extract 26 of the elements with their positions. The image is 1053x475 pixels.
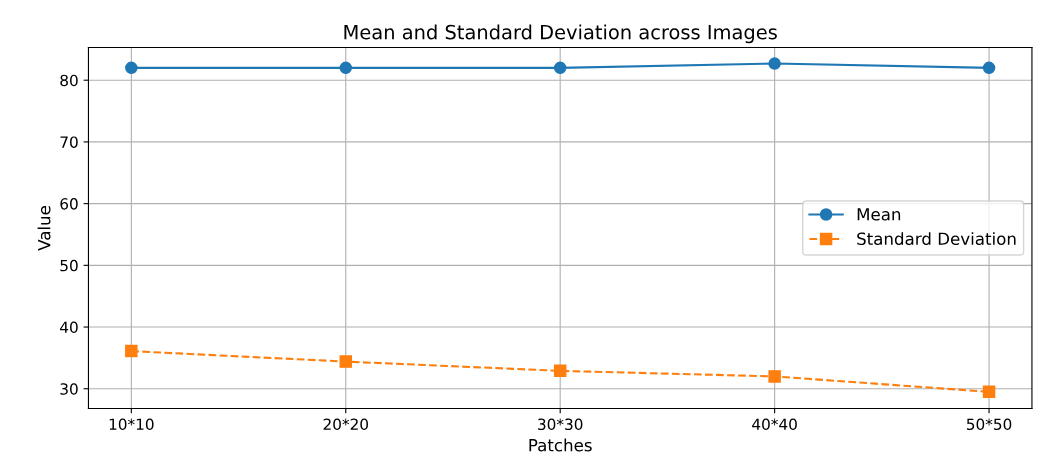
legend-label: Standard Deviation xyxy=(857,232,1016,246)
y-tick-label: 40 xyxy=(60,321,78,334)
point xyxy=(125,61,138,75)
point xyxy=(553,364,567,378)
point xyxy=(982,385,996,399)
point xyxy=(768,57,781,70)
y-tick-label: 70 xyxy=(60,136,78,148)
y-axis-title: Value xyxy=(37,206,51,251)
y-tick-label: 60 xyxy=(60,198,78,210)
y-tick-label: 30 xyxy=(60,383,78,395)
chart-title: Mean and Standard Deviation across Images xyxy=(344,24,777,44)
point xyxy=(982,61,996,75)
x-tick-label: 10*10 xyxy=(109,418,154,431)
x-tick-label: 50*50 xyxy=(966,418,1012,431)
x-axis-title: Patches xyxy=(529,438,592,452)
x-tick-label: 20*20 xyxy=(323,418,369,431)
x-tick-label: 30*30 xyxy=(538,418,583,431)
legend-label: Mean xyxy=(857,208,901,221)
point xyxy=(553,61,567,75)
y-tick-label: 50 xyxy=(60,259,78,272)
y-tick-label: 80 xyxy=(60,74,78,87)
point xyxy=(125,344,138,358)
point xyxy=(768,370,781,383)
point xyxy=(339,355,353,368)
point xyxy=(339,61,353,75)
x-tick-label: 40*40 xyxy=(752,418,797,431)
